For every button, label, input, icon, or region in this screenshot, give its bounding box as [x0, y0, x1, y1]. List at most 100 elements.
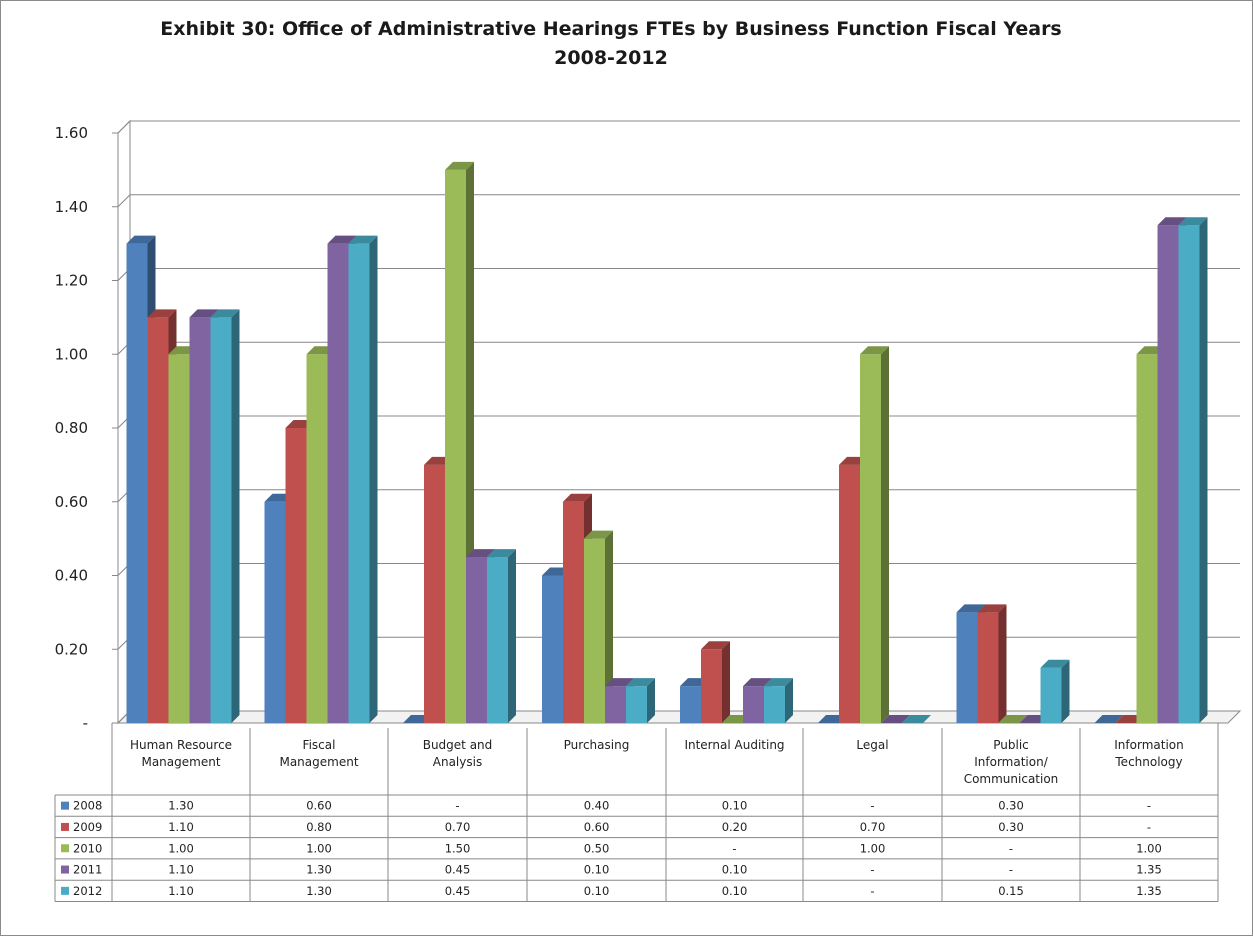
data-cell: 0.70	[860, 820, 886, 834]
bar-front	[189, 317, 211, 723]
bar	[1094, 715, 1124, 723]
data-cell: 0.10	[722, 799, 748, 813]
legend-swatch	[61, 801, 69, 810]
bar	[998, 715, 1028, 723]
data-cell: 1.30	[168, 799, 194, 813]
bar-front	[126, 243, 148, 723]
bar-front	[466, 557, 487, 723]
data-cell: 1.50	[445, 841, 471, 855]
data-cell: 1.00	[306, 841, 332, 855]
y-tick-label: 1.20	[55, 272, 88, 290]
data-cell: -	[1009, 841, 1013, 855]
bar-side	[231, 309, 240, 723]
bar-top	[743, 678, 772, 687]
bar	[626, 678, 655, 723]
bar-side	[647, 678, 655, 723]
bar-front	[327, 243, 349, 723]
bar-top	[902, 715, 931, 723]
bar-front	[168, 354, 190, 723]
bar	[902, 715, 931, 723]
bar-front	[680, 686, 701, 723]
category-label: Public	[993, 738, 1029, 752]
bar-front	[1040, 667, 1062, 723]
bar-top	[605, 678, 634, 687]
chart-title-line2: 2008-2012	[554, 47, 668, 69]
bar-front	[424, 464, 445, 723]
bar-top	[487, 549, 516, 558]
data-cell: 1.00	[1136, 841, 1162, 855]
gridline-diag	[117, 194, 131, 208]
category-label: Management	[141, 755, 220, 769]
legend-label: 2010	[73, 841, 102, 855]
bar-top	[1157, 217, 1187, 226]
bar-front	[487, 557, 508, 723]
bar-top	[147, 309, 177, 318]
bar-front	[542, 575, 563, 723]
legend-swatch	[61, 865, 69, 874]
bar-top	[881, 715, 910, 723]
data-cell: 0.20	[722, 820, 748, 834]
bar-top	[126, 235, 156, 244]
bar-top	[348, 235, 378, 244]
data-cell: 0.50	[584, 841, 610, 855]
bar	[487, 549, 516, 723]
bar	[584, 530, 613, 723]
bar-top	[189, 309, 219, 318]
bar-front	[1157, 225, 1179, 723]
data-cell: -	[1147, 799, 1151, 813]
category-label: Fiscal	[303, 738, 336, 752]
bar-side	[1199, 217, 1208, 723]
bar-top	[1178, 217, 1208, 226]
bar-front	[584, 538, 605, 723]
bar-side	[998, 604, 1007, 723]
bar-top	[1040, 659, 1070, 668]
bar-top	[445, 161, 474, 170]
data-cell: 1.30	[306, 884, 332, 898]
bar-side	[605, 530, 613, 723]
bar-front	[285, 428, 307, 723]
category-label: Technology	[1114, 755, 1182, 769]
legend-swatch	[61, 844, 69, 853]
bar-top	[701, 641, 730, 650]
y-tick-label: 0.80	[55, 419, 88, 437]
category-label: Communication	[964, 772, 1059, 786]
bar-front	[147, 317, 169, 723]
data-cell: 0.30	[998, 799, 1024, 813]
bar-front	[977, 612, 999, 723]
data-cell: 1.10	[168, 863, 194, 877]
bar-top	[466, 549, 495, 558]
bar-top	[626, 678, 655, 687]
bar-front	[264, 501, 286, 723]
bar-top	[998, 715, 1028, 723]
bar-side	[1061, 659, 1070, 723]
y-tick-label: 1.60	[55, 124, 88, 142]
bar-side	[881, 346, 889, 723]
bar-top	[977, 604, 1007, 613]
bar	[1040, 659, 1070, 723]
bar-front	[445, 169, 466, 723]
category-label: Legal	[856, 738, 888, 752]
bar-front	[743, 686, 764, 723]
category-label: Information/	[974, 755, 1048, 769]
bar-front	[563, 501, 584, 723]
bar-top	[764, 678, 793, 687]
legend-swatch	[61, 822, 69, 831]
bar	[348, 235, 378, 723]
data-table: Human Resource Management Fiscal Management…	[54, 723, 1219, 902]
gridline-diag	[117, 120, 131, 134]
data-cell: 1.00	[860, 841, 886, 855]
y-tick-label: -	[83, 714, 88, 732]
data-cell: 1.30	[306, 863, 332, 877]
bar-top	[584, 530, 613, 539]
data-cell: -	[1009, 863, 1013, 877]
data-cell: -	[870, 799, 874, 813]
category-label: Internal Auditing	[684, 738, 784, 752]
data-cell: 1.10	[168, 820, 194, 834]
bar-front	[626, 686, 647, 723]
data-cell: 1.00	[168, 841, 194, 855]
bar-top	[563, 493, 592, 502]
data-cell: 1.35	[1136, 884, 1162, 898]
bar	[977, 604, 1007, 723]
bar-top	[327, 235, 357, 244]
